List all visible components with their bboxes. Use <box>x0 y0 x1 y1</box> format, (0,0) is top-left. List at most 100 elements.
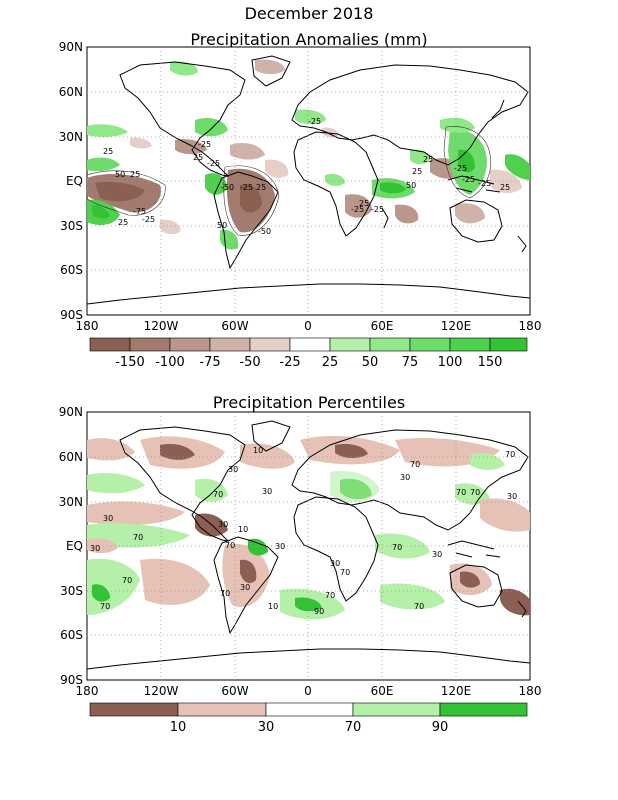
top-colorbar: -150 -100 -75 -50 -25 25 50 75 100 150 <box>89 337 528 370</box>
coastline-new-zealand <box>517 235 527 253</box>
percentile-area-australia <box>460 571 480 588</box>
percentile-area-south-pacific <box>92 584 110 602</box>
contour-label: 30 <box>228 465 238 474</box>
contour-label: -25 <box>371 205 384 214</box>
top-anomaly-shading <box>87 59 530 250</box>
colorbar-label: 75 <box>402 355 419 370</box>
top-contour-labels: 25 -25 50 25 -75 25 -25 -50 -25 25 50 -5… <box>103 117 510 236</box>
contour-label: 10 <box>238 525 248 534</box>
contour-label: -25 <box>462 175 475 184</box>
contour-label: 70 <box>470 488 480 497</box>
colorbar-swatch <box>409 337 451 352</box>
contour-label: 25 <box>103 147 113 156</box>
bottom-colorbar: 10 30 70 90 <box>89 702 528 735</box>
lon-label: 180 <box>519 684 542 698</box>
percentile-area-north-atlantic <box>240 443 295 469</box>
bottom-coastlines <box>87 420 530 670</box>
contour-label: 25 <box>193 153 203 162</box>
bottom-graticule <box>87 412 530 680</box>
coastline-greenland <box>251 420 291 452</box>
contour-label: 90 <box>314 607 324 616</box>
contour-label: 70 <box>340 568 350 577</box>
percentile-area-southwest-pacific <box>500 588 530 616</box>
anomaly-area-east-africa <box>380 182 406 194</box>
lat-label: 30N <box>59 130 83 144</box>
lat-label: 60N <box>59 450 83 464</box>
contour-label: -50 <box>258 227 271 236</box>
bottom-lat-labels: 90N 60N 30N EQ 30S 60S 90S <box>59 405 83 687</box>
anomaly-area-north-pacific <box>87 124 128 137</box>
colorbar-swatch <box>129 337 171 352</box>
colorbar-swatch <box>89 702 179 717</box>
colorbar-label: 50 <box>362 355 379 370</box>
lat-label: 30N <box>59 495 83 509</box>
coastline-eurasia <box>291 429 529 531</box>
lat-label: 30S <box>60 584 83 598</box>
percentile-area-amazon <box>248 538 268 556</box>
top-lon-labels: 180 120W 60W 0 60E 120E 180 <box>76 319 542 333</box>
lon-label: 0 <box>304 684 312 698</box>
anomaly-area-east-asia <box>440 117 475 133</box>
contour-label: 30 <box>275 542 285 551</box>
percentile-area-north-pacific-green <box>87 473 145 494</box>
contour-label: 70 <box>133 533 143 542</box>
percentile-area-equatorial-pacific <box>87 538 118 554</box>
contour-label: 70 <box>225 541 235 550</box>
percentile-area-south-atlantic <box>295 597 322 612</box>
contour-label: 25 <box>130 170 140 179</box>
coastline-africa <box>293 496 379 602</box>
anomaly-area-atlantic <box>265 159 289 178</box>
page-title: December 2018 <box>244 4 374 23</box>
colorbar-swatch <box>369 337 411 352</box>
percentile-area-east-pacific <box>87 523 190 548</box>
lat-label: 60S <box>60 263 83 277</box>
contour-label: 30 <box>507 492 517 501</box>
coastline-new-zealand <box>517 600 527 618</box>
contour-label: 25 <box>500 183 510 192</box>
colorbar-swatch <box>265 702 354 717</box>
colorbar-label: -100 <box>155 355 185 370</box>
contour-label: 10 <box>253 446 263 455</box>
top-coastlines <box>87 55 530 305</box>
colorbar-label: -25 <box>279 355 300 370</box>
contour-label: 70 <box>325 591 335 600</box>
colorbar-swatch <box>209 337 251 352</box>
colorbar-label: 70 <box>345 720 362 735</box>
colorbar-swatch <box>177 702 267 717</box>
colorbar-label: 150 <box>478 355 503 370</box>
contour-line <box>443 126 491 199</box>
anomaly-area-europe <box>322 127 339 138</box>
coastline-greenland <box>251 55 291 87</box>
percentile-area-indian-ocean-south <box>380 583 445 610</box>
coastline-australia <box>449 199 503 243</box>
anomaly-area-indian-ocean <box>395 204 419 224</box>
anomaly-area-australia <box>455 203 485 224</box>
bottom-percentile-shading <box>87 435 530 620</box>
lat-label: EQ <box>66 539 83 553</box>
contour-label: 30 <box>432 550 442 559</box>
contour-label: 30 <box>103 514 113 523</box>
coastline-africa <box>293 131 379 237</box>
top-map: 25 -25 50 25 -75 25 -25 -50 -25 25 50 -5… <box>59 40 542 370</box>
lat-label: 60N <box>59 85 83 99</box>
contour-label: 70 <box>100 602 110 611</box>
contour-label: 30 <box>218 520 228 529</box>
contour-label: 25 <box>412 167 422 176</box>
lon-label: 60E <box>371 319 394 333</box>
coastline-antarctica <box>87 648 530 670</box>
colorbar-label: -75 <box>199 355 220 370</box>
lat-label: 60S <box>60 628 83 642</box>
contour-label: 25 <box>423 155 433 164</box>
colorbar-swatch <box>329 337 371 352</box>
coastline-north-america <box>119 426 246 542</box>
coastline-indonesia <box>447 540 501 558</box>
lon-label: 120E <box>441 319 472 333</box>
colorbar-label: 10 <box>170 720 187 735</box>
contour-label: -25 <box>308 117 321 126</box>
lat-label: 30S <box>60 219 83 233</box>
bottom-map: 10 70 30 70 30 70 30 30 70 30 30 10 70 3… <box>59 405 542 735</box>
percentile-area-north-pacific <box>87 438 135 461</box>
contour-label: -25 <box>142 215 155 224</box>
percentile-area-south-pacific-brown <box>140 558 210 605</box>
